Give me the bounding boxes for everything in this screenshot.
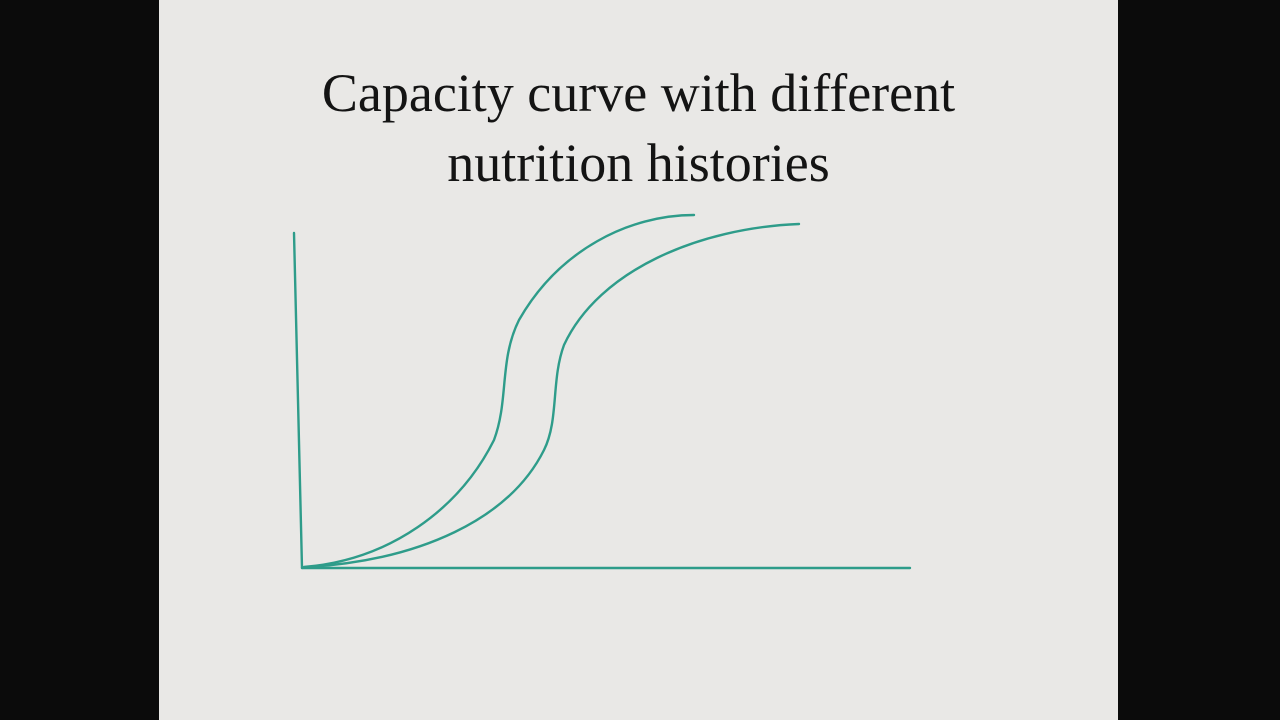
- slide-title: Capacity curve with different nutrition …: [159, 58, 1118, 198]
- capacity-curve-1: [302, 213, 696, 569]
- y-axis: [292, 231, 304, 570]
- slide-title-line-1: Capacity curve with different: [321, 63, 956, 123]
- presentation-slide: Capacity curve with different nutrition …: [159, 0, 1118, 720]
- capacity-curve-2: [307, 222, 801, 569]
- capacity-curve-diagram: [292, 213, 912, 570]
- slide-title-line-2: nutrition histories: [447, 133, 830, 193]
